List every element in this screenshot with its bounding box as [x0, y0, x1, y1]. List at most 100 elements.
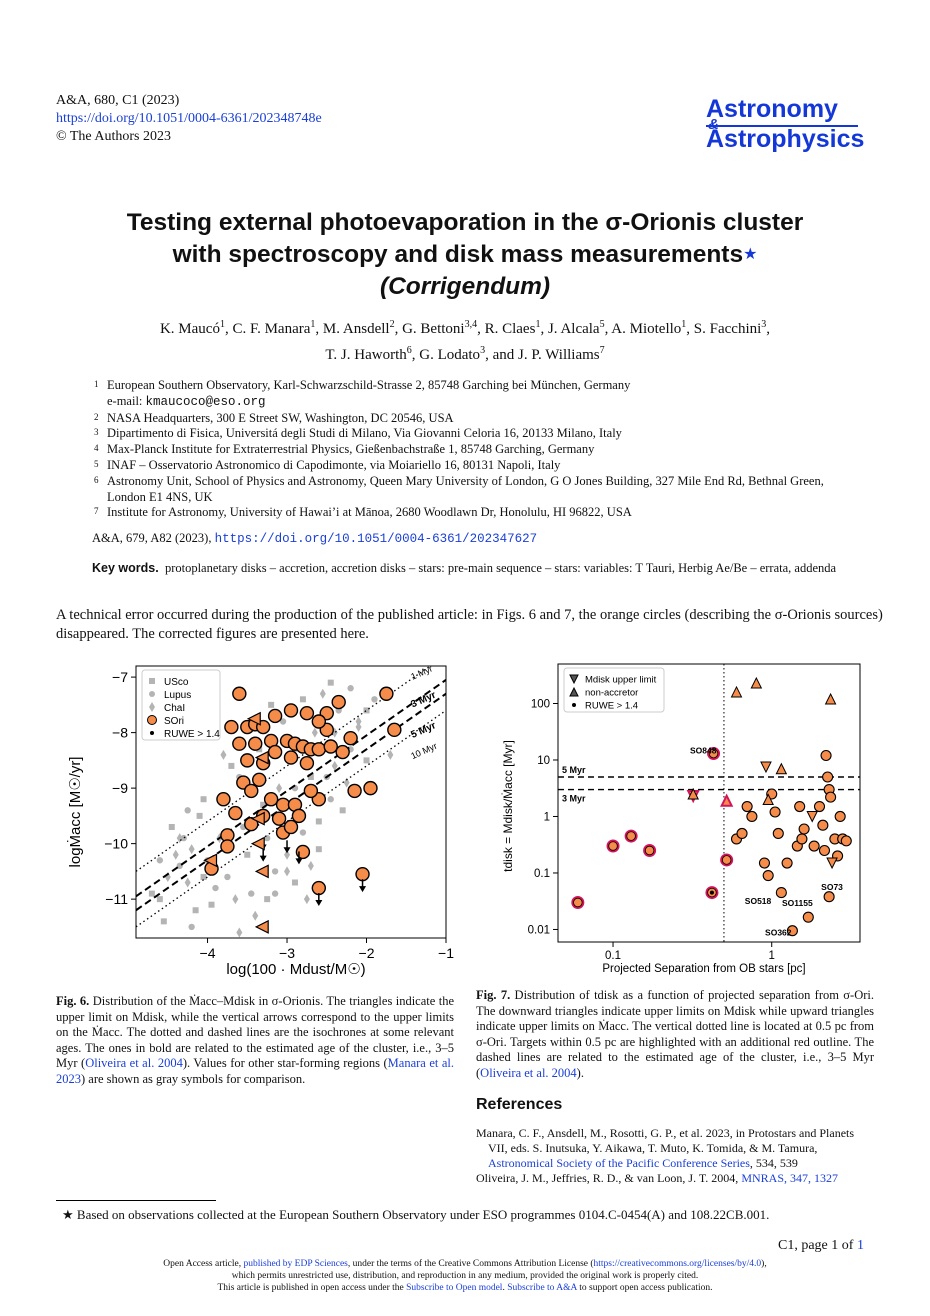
fig7-data: 5 Myr 3 Myr SO848 SO518 SO1155 SO73 SO362: [558, 664, 860, 942]
gray-diamond-point: [172, 849, 179, 860]
doi-link[interactable]: https://doi.org/10.1051/0004-6361/202348…: [56, 111, 322, 126]
author-aff-sup: 3: [761, 319, 767, 330]
fig6-cite-oliveira[interactable]: Oliveira et al. 2004: [85, 1056, 183, 1071]
sori-circle: [347, 783, 362, 799]
fig7-ylabel: tdisk = Mdisk/Ṁacc [Myr]: [501, 740, 515, 872]
references-heading: References: [476, 1096, 563, 1113]
title-footnote-star[interactable]: ★: [743, 246, 758, 263]
fig6-legend-entry: Lupus: [164, 690, 191, 701]
non-accretor-triangle: [824, 692, 837, 705]
sori-circle: [813, 800, 826, 813]
fig6-legend-entry: ChaI: [164, 703, 185, 714]
author-sep: ,: [540, 321, 548, 337]
fig6-xlabel: log(100 · Mdust/M☉): [226, 961, 365, 978]
fig7-legend-box: [563, 667, 665, 713]
age-line-label: 5 Myr: [562, 765, 586, 775]
logo-line1: Astronomy: [706, 95, 838, 123]
title-line2-text: with spectroscopy and disk mass measurem…: [172, 241, 744, 268]
fig6-xtick-label: −4: [200, 945, 216, 961]
author-aff-sup: 7: [599, 345, 605, 356]
gray-diamond-point: [276, 783, 283, 794]
aff-num: 2: [94, 411, 99, 422]
reference-text: Manara, C. F., Ansdell, M., Rosotti, G. …: [476, 1126, 855, 1155]
affiliation-4: 4 Max-Planck Institute for Extraterrestri…: [94, 442, 864, 458]
non-accretor-triangle: [762, 793, 774, 805]
sori-circle: [228, 805, 243, 821]
fig6-ylabel: logṀacc [M☉/yr]: [66, 757, 84, 868]
fig6-cite-manara[interactable]: Manara et al. 2023: [56, 1056, 455, 1086]
sori-circle: [772, 827, 784, 840]
sori-circle: [822, 771, 834, 783]
legend-diamond-icon: [149, 702, 155, 712]
gray-diamond-point: [252, 910, 259, 921]
gray-circle-point: [271, 890, 279, 897]
author-sep: , and: [485, 347, 518, 363]
gray-square-point: [268, 701, 275, 708]
copyright: © The Authors 2023: [56, 129, 171, 144]
affiliation-5: 5 INAF – Osservatorio Astronomico di Capo…: [94, 458, 864, 474]
edp-link[interactable]: published by EDP Sciences: [243, 1259, 348, 1269]
sori-circle: [387, 722, 402, 738]
author-aff-sup: 2: [389, 319, 395, 330]
page-total-link[interactable]: 1: [856, 1238, 864, 1253]
author-name: M. Ansdell: [322, 321, 390, 337]
email-label: e-mail:: [107, 393, 146, 408]
author-sep: ,: [315, 321, 323, 337]
fig7-legend: Mdisk upper limit non-accretor RUWE > 1.4: [563, 667, 665, 713]
author-name: T. J. Haworth: [325, 347, 407, 363]
fig7-cite-oliveira[interactable]: Oliveira et al. 2004: [480, 1065, 577, 1080]
reference-text: Oliveira, J. M., Jeffries, R. D., & van …: [476, 1171, 742, 1185]
logo-rule: [706, 125, 858, 127]
gray-diamond-point: [343, 777, 350, 788]
original-doi-link[interactable]: https://doi.org/10.1051/0004-6361/202347…: [214, 532, 538, 546]
gray-diamond-point: [188, 844, 195, 855]
author-aff-sup: 1: [681, 319, 687, 330]
aff-text: European Southern Observatory, Karl-Schw…: [107, 378, 631, 392]
gray-square-point: [327, 679, 334, 686]
original-article-ref: A&A, 679, A82 (2023), https://doi.org/10…: [92, 531, 537, 546]
author-aff-sup: 1: [310, 319, 316, 330]
sori-circle: [263, 792, 279, 807]
gray-diamond-point: [355, 716, 362, 727]
inner-sori-circle: [573, 897, 583, 908]
gray-diamond-point: [232, 894, 239, 905]
original-ref-text: A&A, 679, A82 (2023),: [92, 531, 215, 545]
s2o-link[interactable]: Subscribe to Open model: [406, 1283, 503, 1293]
footnote-text: Based on observations collected at the E…: [76, 1207, 770, 1222]
subscribe-link[interactable]: Subscribe to A&A: [507, 1283, 577, 1293]
sori-circle: [283, 703, 299, 718]
author-sep: ,: [394, 321, 403, 337]
aff-text: Institute for Astronomy, University of H…: [107, 505, 632, 520]
reference-link[interactable]: Astronomical Society of the Pacific Conf…: [488, 1156, 750, 1170]
sori-circle: [355, 866, 370, 882]
gray-circle-point: [271, 868, 279, 875]
sori-circle: [817, 819, 829, 831]
sori-circle: [343, 730, 358, 746]
gray-square-point: [208, 901, 215, 908]
fig6-caption-text: Distribution of the Ṁacc–Mdisk in σ-Orio…: [56, 994, 455, 1071]
title-line1: Testing external photoevaporation in the…: [126, 209, 804, 236]
aff-num: 3: [94, 427, 99, 438]
mdisk-upper-limit-triangle: [254, 750, 269, 765]
gray-diamond-point: [355, 722, 362, 733]
fig7-caption-text: Distribution of tdisk as a function of p…: [476, 988, 874, 1080]
affiliations: 1 European Southern Observatory, Karl-Sch…: [94, 378, 864, 521]
reference-link[interactable]: MNRAS, 347, 1327: [741, 1171, 838, 1185]
sori-circle: [232, 686, 247, 701]
oa-text: to support open access publication.: [576, 1283, 713, 1293]
source-label: SO518: [745, 896, 772, 906]
sori-circle: [794, 800, 806, 813]
gray-diamond-point: [220, 749, 227, 760]
email-link[interactable]: kmaucoco@eso.org: [145, 394, 266, 409]
sori-circle: [299, 705, 315, 721]
gray-square-point: [228, 762, 235, 769]
cc-license-link[interactable]: https://creativecommons.org/licenses/by/…: [593, 1259, 762, 1269]
gray-diamond-point: [331, 760, 338, 771]
affiliation-2: 2 NASA Headquarters, 300 E Street SW, Was…: [94, 411, 864, 427]
gray-circle-point: [279, 718, 287, 725]
gray-circle-point: [184, 807, 191, 814]
sori-circle: [758, 857, 771, 869]
affiliation-6: 6 Astronomy Unit, School of Physics and A…: [94, 474, 864, 506]
page-text: C1, page 1 of: [778, 1238, 857, 1253]
